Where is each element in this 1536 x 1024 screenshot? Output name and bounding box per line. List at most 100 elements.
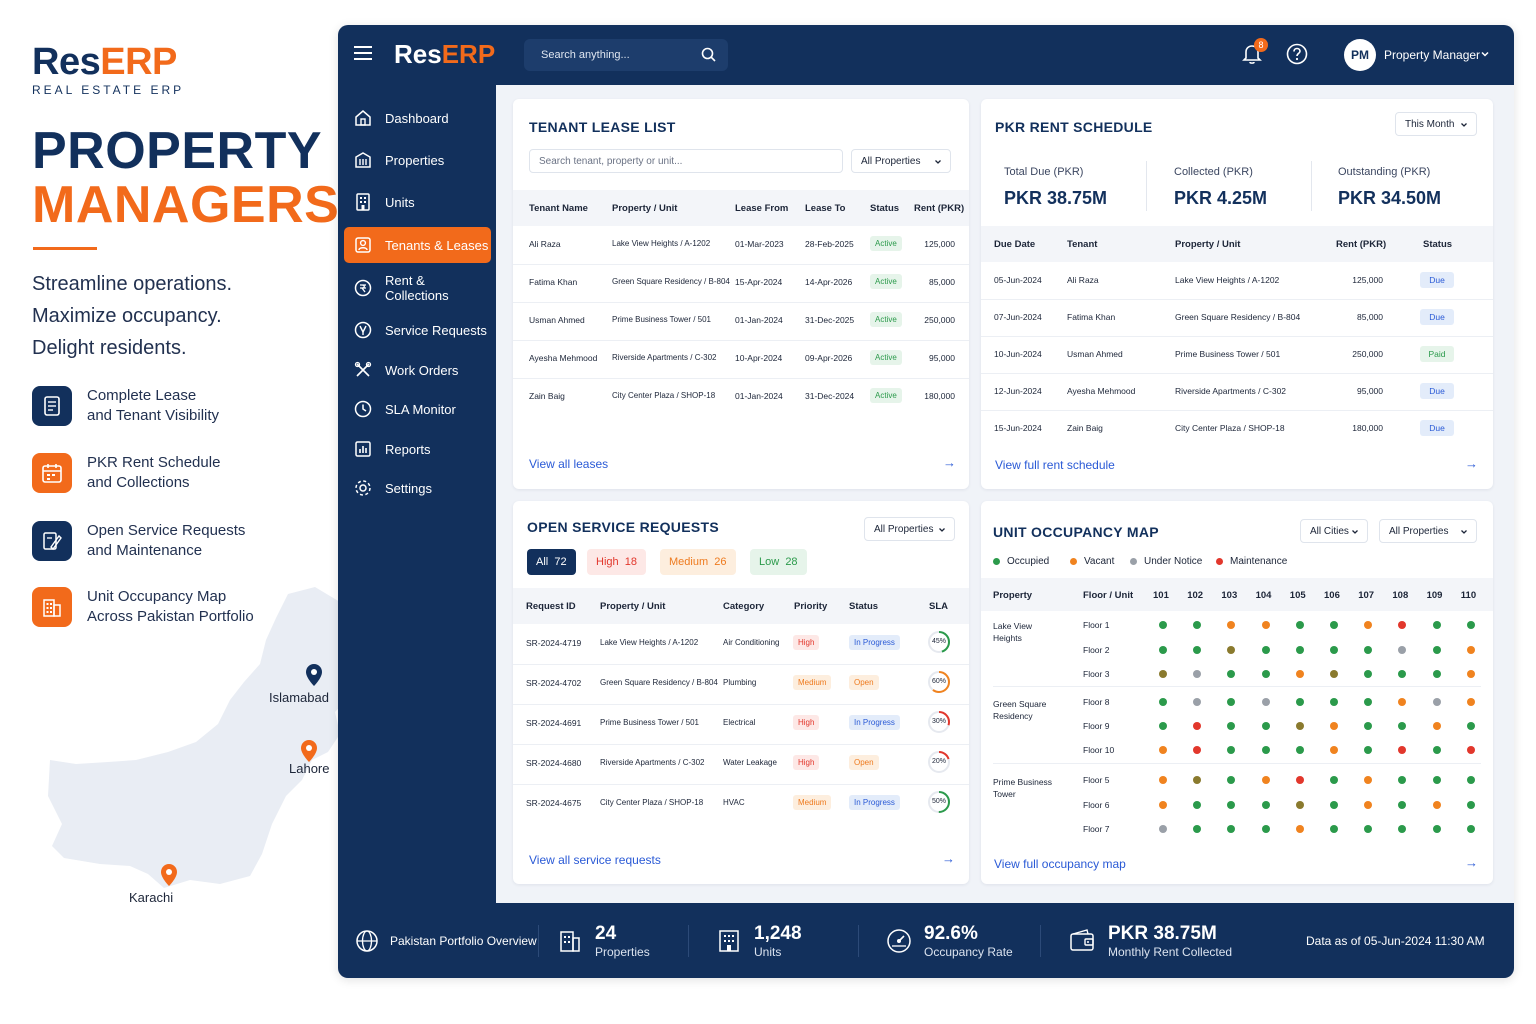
unit-status-dot[interactable] [1227,670,1236,678]
unit-status-dot[interactable] [1261,645,1270,654]
unit-status-dot[interactable] [1432,621,1441,629]
table-row[interactable] [513,704,969,744]
view-all-service-requests-link[interactable]: View all service requests [529,853,661,867]
unit-status-dot[interactable] [1432,800,1441,809]
unit-status-dot[interactable] [1261,698,1270,706]
sidebar-item-rent-collections[interactable]: Rent & Collections [344,270,491,306]
unit-status-dot[interactable] [1193,621,1202,629]
unit-status-dot[interactable] [1193,825,1202,833]
unit-status-dot[interactable] [1159,776,1167,784]
arrow-right-icon[interactable]: → [1465,855,1478,870]
unit-status-dot[interactable] [1466,670,1475,678]
lease-search-input[interactable]: Search tenant, property or unit... [529,149,843,173]
unit-status-dot[interactable] [1227,800,1236,809]
unit-status-dot[interactable] [1398,825,1407,833]
filter-chip-high[interactable]: High 18 [587,549,646,575]
unit-status-dot[interactable] [1261,746,1270,754]
unit-status-dot[interactable] [1295,621,1304,629]
arrow-right-icon[interactable]: → [943,455,956,470]
unit-status-dot[interactable] [1466,800,1475,809]
unit-status-dot[interactable] [1193,746,1202,754]
unit-status-dot[interactable] [1398,698,1407,706]
table-row[interactable] [981,336,1493,373]
unit-status-dot[interactable] [1159,621,1167,629]
unit-status-dot[interactable] [1227,645,1236,654]
sidebar-item-work-orders[interactable]: Work Orders [344,352,491,388]
sidebar-item-service-requests[interactable]: Service Requests [344,312,491,348]
help-icon[interactable] [1286,43,1308,65]
unit-status-dot[interactable] [1330,670,1338,678]
app-logo[interactable]: ResERP [394,39,496,69]
view-occupancy-map-link[interactable]: View full occupancy map [994,857,1126,871]
sidebar-item-sla-monitor[interactable]: SLA Monitor [344,391,491,427]
unit-status-dot[interactable] [1398,722,1407,730]
unit-status-dot[interactable] [1432,776,1441,784]
unit-status-dot[interactable] [1193,645,1202,654]
unit-status-dot[interactable] [1159,722,1167,730]
unit-status-dot[interactable] [1330,800,1338,809]
table-row[interactable] [513,302,969,340]
unit-status-dot[interactable] [1261,621,1270,629]
unit-status-dot[interactable] [1398,670,1407,678]
sidebar-item-dashboard[interactable]: Dashboard [344,100,491,136]
unit-status-dot[interactable] [1159,825,1167,833]
table-row[interactable] [981,299,1493,336]
unit-status-dot[interactable] [1295,746,1304,754]
unit-status-dot[interactable] [1261,825,1270,833]
unit-status-dot[interactable] [1227,621,1236,629]
unit-status-dot[interactable] [1295,670,1304,678]
unit-status-dot[interactable] [1364,621,1373,629]
unit-status-dot[interactable] [1364,776,1373,784]
global-search-input[interactable]: Search anything... [524,39,728,71]
unit-status-dot[interactable] [1432,825,1441,833]
unit-status-dot[interactable] [1432,722,1441,730]
unit-status-dot[interactable] [1364,746,1373,754]
unit-status-dot[interactable] [1330,825,1338,833]
unit-status-dot[interactable] [1159,670,1167,678]
rent-period-filter[interactable]: This Month [1395,112,1477,136]
unit-status-dot[interactable] [1295,645,1304,654]
unit-status-dot[interactable] [1261,800,1270,809]
unit-status-dot[interactable] [1159,645,1167,654]
unit-status-dot[interactable] [1159,800,1167,809]
table-row[interactable] [513,624,969,664]
unit-status-dot[interactable] [1330,621,1338,629]
table-row[interactable] [981,410,1493,447]
unit-status-dot[interactable] [1432,670,1441,678]
unit-status-dot[interactable] [1432,746,1441,754]
unit-status-dot[interactable] [1227,825,1236,833]
bell-icon[interactable] [1242,43,1262,65]
unit-status-dot[interactable] [1466,645,1475,654]
unit-status-dot[interactable] [1227,722,1236,730]
unit-status-dot[interactable] [1295,722,1304,730]
avatar[interactable]: PM [1344,39,1376,71]
unit-status-dot[interactable] [1295,800,1304,809]
unit-status-dot[interactable] [1330,776,1338,784]
table-row[interactable] [513,226,969,264]
unit-status-dot[interactable] [1364,645,1373,654]
unit-status-dot[interactable] [1193,800,1202,809]
unit-status-dot[interactable] [1227,698,1236,706]
unit-status-dot[interactable] [1295,776,1304,784]
unit-status-dot[interactable] [1364,698,1373,706]
sidebar-item-reports[interactable]: Reports [344,431,491,467]
unit-status-dot[interactable] [1330,722,1338,730]
unit-status-dot[interactable] [1466,621,1475,629]
table-row[interactable] [513,784,969,824]
unit-status-dot[interactable] [1364,722,1373,730]
unit-status-dot[interactable] [1330,645,1338,654]
unit-status-dot[interactable] [1295,825,1304,833]
table-row[interactable] [513,744,969,784]
unit-status-dot[interactable] [1364,825,1373,833]
unit-status-dot[interactable] [1432,645,1441,654]
unit-status-dot[interactable] [1398,645,1407,654]
table-row[interactable] [513,664,969,704]
unit-status-dot[interactable] [1466,698,1475,706]
sidebar-item-units[interactable]: Units [344,184,491,220]
view-rent-schedule-link[interactable]: View full rent schedule [995,458,1115,472]
unit-status-dot[interactable] [1159,698,1167,706]
filter-chip-medium[interactable]: Medium 26 [660,549,736,575]
unit-status-dot[interactable] [1364,670,1373,678]
sidebar-item-properties[interactable]: Properties [344,142,491,178]
unit-status-dot[interactable] [1398,746,1407,754]
